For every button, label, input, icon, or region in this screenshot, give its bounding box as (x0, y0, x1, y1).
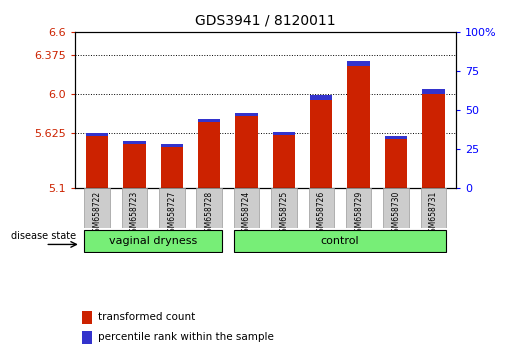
FancyBboxPatch shape (84, 188, 110, 228)
Bar (123, 141, 146, 188)
Bar (123, 141, 146, 144)
Bar (198, 119, 220, 122)
Text: GSM658730: GSM658730 (391, 191, 401, 237)
Bar (273, 132, 295, 188)
FancyBboxPatch shape (383, 188, 409, 228)
Text: disease state: disease state (11, 231, 76, 241)
Text: GSM658724: GSM658724 (242, 191, 251, 237)
Bar (82, 311, 92, 324)
Bar (310, 95, 333, 100)
Bar (161, 144, 183, 188)
FancyBboxPatch shape (346, 188, 371, 228)
FancyBboxPatch shape (421, 188, 446, 228)
Text: GSM658727: GSM658727 (167, 191, 176, 237)
FancyBboxPatch shape (308, 188, 334, 228)
FancyBboxPatch shape (122, 188, 147, 228)
Bar (422, 89, 444, 188)
Text: GSM658723: GSM658723 (130, 191, 139, 237)
FancyBboxPatch shape (234, 230, 446, 252)
Bar (235, 113, 258, 188)
Bar (348, 61, 370, 188)
Text: control: control (321, 236, 359, 246)
FancyBboxPatch shape (271, 188, 297, 228)
Bar (273, 132, 295, 135)
Bar (235, 113, 258, 116)
Bar (161, 144, 183, 147)
Bar (82, 331, 92, 343)
Bar (385, 136, 407, 188)
Text: transformed count: transformed count (97, 312, 195, 322)
FancyBboxPatch shape (197, 188, 222, 228)
Bar (86, 133, 108, 136)
Text: GSM658722: GSM658722 (93, 191, 101, 237)
Text: GSM658728: GSM658728 (204, 191, 214, 237)
Bar (310, 95, 333, 188)
FancyBboxPatch shape (234, 188, 259, 228)
Bar (198, 119, 220, 188)
Title: GDS3941 / 8120011: GDS3941 / 8120011 (195, 14, 336, 28)
Text: GSM658729: GSM658729 (354, 191, 363, 237)
Text: GSM658725: GSM658725 (280, 191, 288, 237)
FancyBboxPatch shape (159, 188, 184, 228)
Text: vaginal dryness: vaginal dryness (109, 236, 197, 246)
Bar (385, 136, 407, 139)
FancyBboxPatch shape (84, 230, 222, 252)
Text: GSM658726: GSM658726 (317, 191, 326, 237)
Text: GSM658731: GSM658731 (429, 191, 438, 237)
Bar (422, 89, 444, 94)
Bar (86, 133, 108, 188)
Text: percentile rank within the sample: percentile rank within the sample (97, 332, 273, 342)
Bar (348, 61, 370, 66)
